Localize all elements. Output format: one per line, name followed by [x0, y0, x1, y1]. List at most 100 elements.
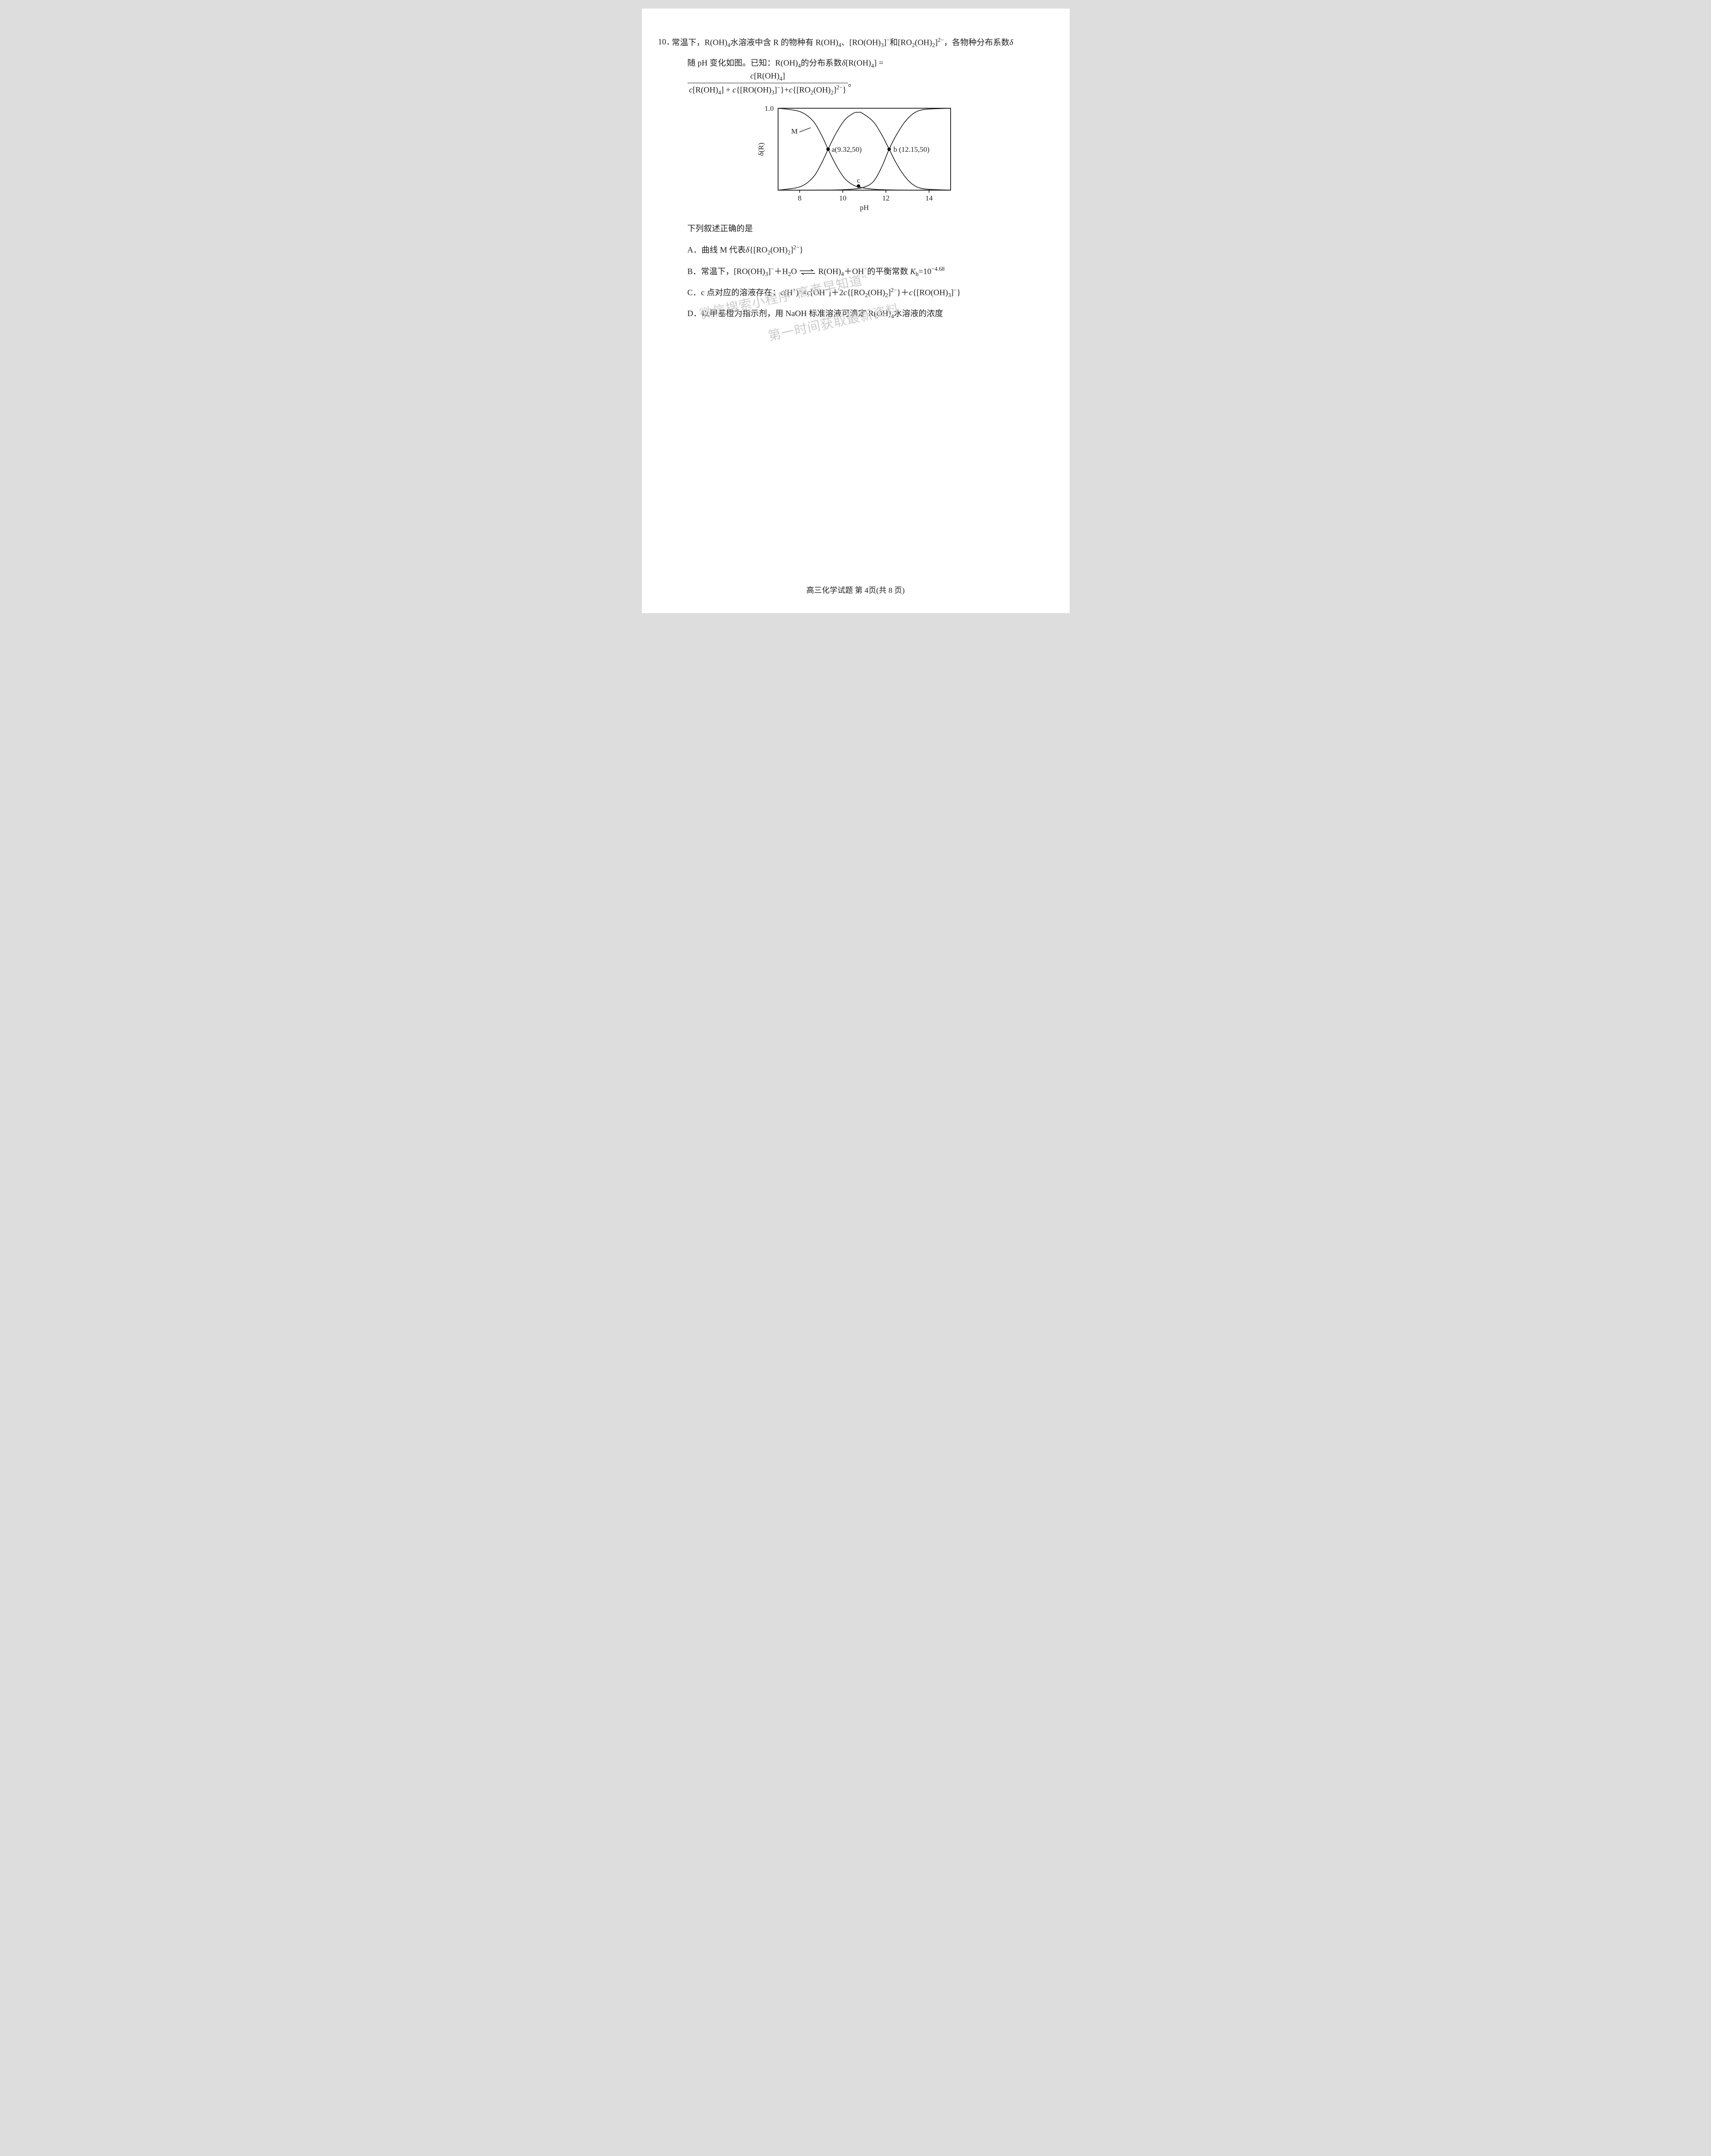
text: (OH) — [813, 86, 831, 95]
sup: − — [864, 266, 867, 272]
option-a: A．曲线 M 代表δ{[RO2(OH)2]2−} — [688, 242, 1039, 258]
options-list: A．曲线 M 代表δ{[RO2(OH)2]2−} B．常温下，[RO(OH)3]… — [688, 242, 1039, 321]
sub: 2 — [932, 42, 935, 48]
sub: 3 — [881, 42, 884, 48]
statement-text: 下列叙述正确的是 — [688, 221, 1039, 237]
question-number: 10． — [658, 34, 675, 50]
svg-text:12: 12 — [882, 194, 889, 202]
text: [R(OH) — [846, 59, 871, 68]
text: [R(OH) — [754, 72, 779, 81]
text: (H — [784, 288, 793, 298]
c-ital: c — [750, 72, 754, 81]
sub: 2 — [912, 42, 915, 48]
text: ] = — [874, 59, 883, 68]
svg-text:b (12.15,50): b (12.15,50) — [893, 145, 929, 154]
option-c: C．c 点对应的溶液存在：c(H+)＝c[OH−]＋2c{[RO2(OH)2]2… — [688, 285, 1039, 301]
sub: 4 — [727, 42, 730, 48]
text: (OH) — [915, 38, 932, 47]
sub: 2 — [831, 89, 834, 96]
text: 的平衡常数 — [867, 267, 910, 276]
text: R(OH) — [818, 267, 841, 276]
text: 常温下，[RO(OH) — [701, 267, 765, 276]
c-ital: c — [909, 288, 913, 298]
sub: 4 — [718, 89, 721, 96]
option-b: B．常温下，[RO(OH)3]−＋H2O R(OH)4＋OH−的平衡常数 Kh=… — [688, 263, 1039, 279]
K-ital: K — [910, 267, 916, 276]
text: {[RO — [792, 86, 810, 95]
sub: h — [916, 271, 919, 277]
sup: 2− — [938, 37, 944, 43]
delta-symbol: δ — [842, 59, 846, 68]
text: ]＋2 — [828, 288, 843, 298]
sup: 2− — [836, 84, 842, 91]
text: {[RO(OH) — [913, 288, 948, 298]
text: ] + — [721, 86, 733, 95]
c-ital: c — [843, 288, 847, 298]
sub: 3 — [948, 292, 951, 298]
svg-text:c: c — [857, 176, 860, 185]
text: [R(OH) — [693, 86, 718, 95]
text: 的分布系数 — [801, 59, 842, 68]
text: 以甲基橙为指示剂，用 NaOH 标准溶液可滴定 R(OH) — [701, 309, 891, 318]
footer-text: 高三化学试题 第 4页(共 8 页) — [807, 586, 905, 595]
text: ，各物种分布系数 — [944, 38, 1009, 47]
sup: −4.68 — [931, 266, 945, 272]
sup: − — [886, 37, 890, 43]
text: {[RO — [847, 288, 865, 298]
sub: 2 — [810, 89, 813, 96]
text: } — [957, 288, 961, 298]
period: 。 — [848, 79, 856, 88]
sub: 3 — [765, 271, 768, 277]
option-label: A． — [688, 246, 702, 255]
sup: − — [771, 266, 774, 272]
denominator: c[R(OH)4] + c{[RO(OH)3]−}+c{[RO2(OH)2]2−… — [688, 83, 848, 96]
text: 水溶液的浓度 — [894, 309, 943, 318]
question-line-1: 常温下，R(OH)4水溶液中含 R 的物种有 R(OH)4、[RO(OH)3]−… — [672, 34, 1039, 50]
question-line-2: 随 pH 变化如图。已知：R(OH)4的分布系数δ[R(OH)4] = c[R(… — [688, 56, 1039, 96]
fraction: c[R(OH)4] c[R(OH)4] + c{[RO(OH)3]−}+c{[R… — [688, 72, 848, 97]
sup: 2− — [891, 287, 897, 293]
option-label: C． — [688, 288, 701, 298]
c-ital: c — [780, 288, 784, 298]
text: 水溶液中含 R 的物种有 R(OH) — [730, 38, 838, 47]
sub: 2 — [767, 250, 770, 256]
sup: − — [777, 84, 781, 91]
option-label: D． — [688, 309, 702, 318]
svg-text:8: 8 — [797, 194, 801, 202]
sup: 2− — [793, 244, 799, 251]
text: {[RO(OH) — [736, 86, 772, 95]
svg-text:a(9.32,50): a(9.32,50) — [832, 145, 862, 154]
sub: 4 — [891, 313, 894, 320]
distribution-chart: 81012141.0pHδ(R)Ma(9.32,50)b (12.15,50)c — [752, 104, 959, 216]
text: =10 — [919, 267, 932, 276]
exam-page: 10． 常温下，R(OH)4水溶液中含 R 的物种有 R(OH)4、[RO(OH… — [642, 9, 1070, 613]
text: (OH) — [770, 246, 788, 255]
option-label: B． — [688, 267, 701, 276]
svg-text:14: 14 — [925, 194, 933, 202]
text: O — [791, 267, 797, 276]
text: }+ — [780, 86, 789, 95]
sub: 2 — [885, 292, 888, 298]
sub: 4 — [779, 75, 782, 81]
sub: 4 — [798, 63, 801, 69]
c-ital: c — [689, 86, 693, 95]
c-ital: c — [732, 86, 736, 95]
sub: 2 — [788, 250, 791, 256]
text: }＋ — [897, 288, 909, 298]
text: {[RO — [749, 246, 767, 255]
page-footer: 高三化学试题 第 4页(共 8 页) — [642, 583, 1070, 598]
text: ＋H — [774, 267, 788, 276]
text: [OH — [810, 288, 825, 298]
svg-text:M: M — [791, 128, 797, 136]
option-d: D．以甲基橙为指示剂，用 NaOH 标准溶液可滴定 R(OH)4水溶液的浓度 — [688, 306, 1039, 322]
text: ] — [782, 72, 785, 81]
text: 、[RO(OH) — [841, 38, 881, 47]
svg-text:δ(R): δ(R) — [757, 143, 765, 156]
text: 常温下，R(OH) — [672, 38, 728, 47]
text: } — [842, 86, 846, 95]
svg-text:1.0: 1.0 — [764, 104, 773, 113]
text: 曲线 M 代表 — [701, 246, 745, 255]
text: c 点对应的溶液存在： — [701, 288, 780, 298]
delta-symbol: δ — [1009, 38, 1013, 47]
text: 随 pH 变化如图。已知：R(OH) — [688, 59, 798, 68]
